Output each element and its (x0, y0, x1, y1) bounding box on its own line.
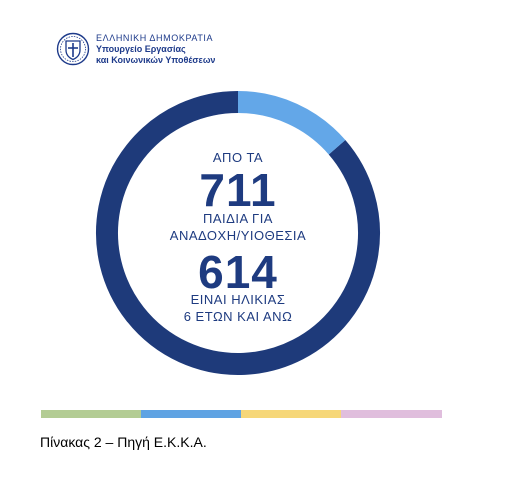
header-line-2: Υπουργείο Εργασίας (96, 44, 186, 54)
footer-bar-pink (341, 410, 442, 418)
label-paidia-gia: ΠΑΙΔΙΑ ΓΙΑ (203, 211, 273, 226)
donut-slice-614 (96, 91, 380, 375)
caption: Πίνακας 2 – Πηγή Ε.Κ.Κ.Α. (40, 434, 207, 450)
header-line-3: και Κοινωνικών Υποθέσεων (96, 55, 216, 65)
footer-bar-blue (141, 410, 241, 418)
label-anadoxi-yiothesia: ΑΝΑΔΟΧΗ/ΥΙΟΘΕΣΙΑ (169, 228, 307, 243)
ministry-title: ΕΛΛΗΝΙΚΗ ΔΗΜΟΚΡΑΤΙΑ Υπουργείο Εργασίας κ… (96, 33, 215, 66)
label-einai-ilikias: ΕΙΝΑΙ ΗΛΙΚΙΑΣ (190, 292, 286, 307)
donut-slice-remainder (237, 91, 346, 155)
label-6-eton-kai-ano: 6 ΕΤΩΝ ΚΑΙ ΑΝΩ (183, 309, 293, 324)
highlighted-value: 614 (198, 246, 278, 298)
greek-coat-of-arms-icon (56, 32, 90, 66)
label-apo-ta: ΑΠΟ ΤΑ (212, 150, 264, 165)
footer-bar-yellow (241, 410, 341, 418)
header-line-1: ΕΛΛΗΝΙΚΗ ΔΗΜΟΚΡΑΤΙΑ (96, 33, 214, 43)
footer-bar-green (41, 410, 141, 418)
total-value: 711 (199, 164, 277, 216)
